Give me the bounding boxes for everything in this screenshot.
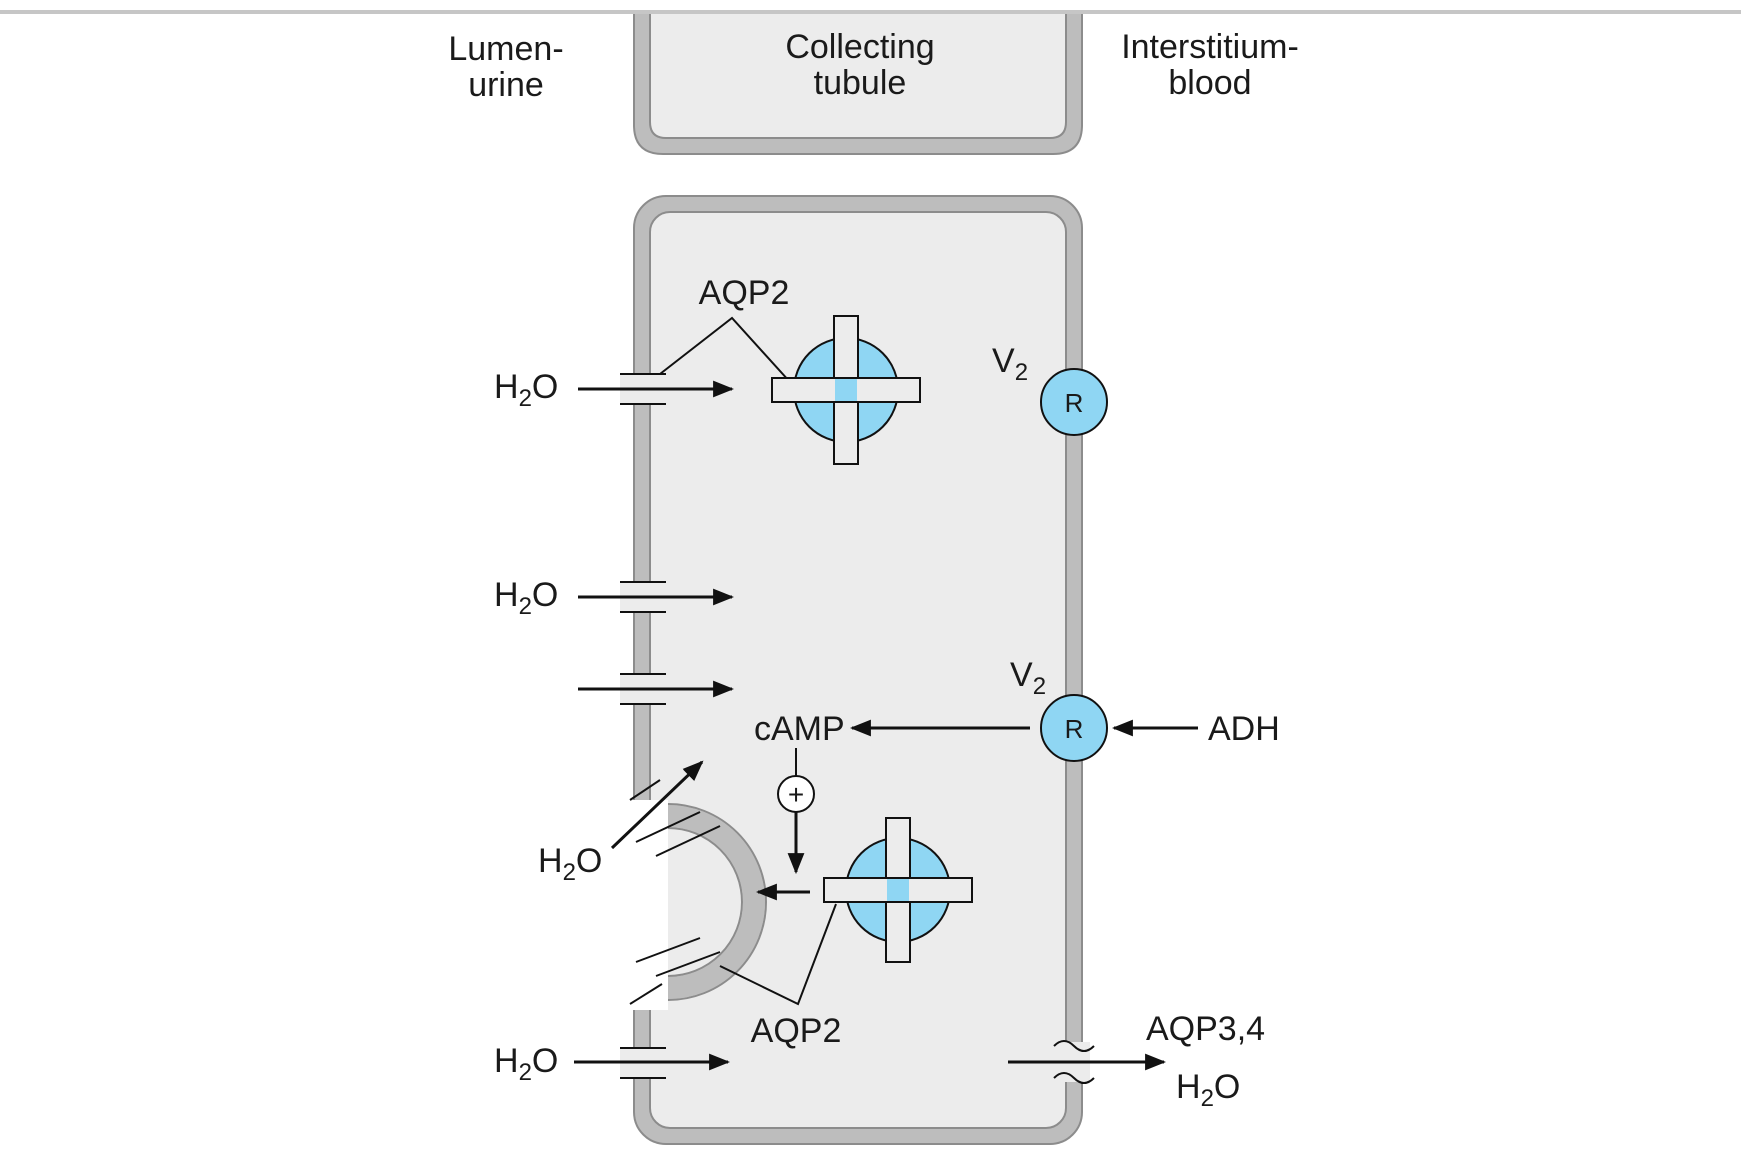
vesicle-channel-upper xyxy=(629,779,721,857)
tubule-label-line2: tubule xyxy=(814,64,907,102)
v2-label-mid: V2 xyxy=(1010,656,1046,700)
plus-circle-icon: + xyxy=(777,775,815,813)
aqp2-channel-top xyxy=(771,315,921,465)
lumen-label-line1: Lumen- xyxy=(448,30,563,68)
interstitium-label-line1: Interstitium- xyxy=(1121,28,1299,66)
camp-label: cAMP xyxy=(754,710,845,748)
aqp2-channel-bottom xyxy=(823,817,973,963)
receptor-top-label: R xyxy=(1065,388,1084,418)
water-label-out: H2O xyxy=(1176,1068,1240,1112)
interstitium-label-line2: blood xyxy=(1168,64,1251,102)
tubule-label-line1: Collecting xyxy=(785,28,934,66)
water-label-4: H2O xyxy=(494,1042,558,1086)
v2-receptor-mid: R xyxy=(1040,694,1108,762)
receptor-mid-label: R xyxy=(1065,714,1084,744)
aqp2-top-label: AQP2 xyxy=(699,274,790,312)
top-rule xyxy=(0,10,1741,14)
aqp34-label: AQP3,4 xyxy=(1146,1010,1265,1048)
aqp2-bottom-label: AQP2 xyxy=(751,1012,842,1050)
aqp2-bottom-pointer xyxy=(719,903,837,1006)
aqp2-top-pointer xyxy=(659,316,791,383)
upper-tubule-cell xyxy=(633,14,1083,155)
v2-label-top: V2 xyxy=(992,342,1028,386)
lumen-label-line2: urine xyxy=(468,66,544,104)
water-label-1: H2O xyxy=(494,368,558,412)
vesicle-channel-lower xyxy=(629,937,721,1005)
water-arrow-vesicle xyxy=(610,760,704,850)
svg-text:+: + xyxy=(788,779,804,810)
water-label-2: H2O xyxy=(494,576,558,620)
adh-label: ADH xyxy=(1208,710,1280,748)
v2-receptor-top: R xyxy=(1040,368,1108,436)
water-label-3: H2O xyxy=(538,842,602,886)
